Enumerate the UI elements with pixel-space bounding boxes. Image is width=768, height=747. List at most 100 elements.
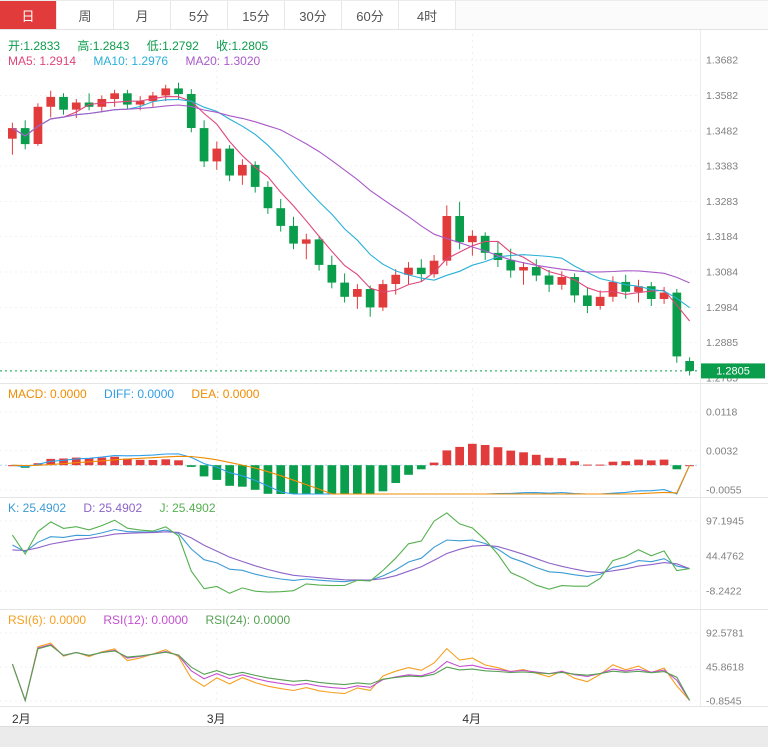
y-tick-label: 1.3283 xyxy=(706,196,738,208)
rsi6-line xyxy=(11,642,691,703)
macd-histogram-bar xyxy=(199,465,209,477)
y-tick-label: -0.8545 xyxy=(706,696,742,708)
macd-histogram-bar xyxy=(621,461,631,466)
y-tick-label: 1.3383 xyxy=(706,161,738,173)
candle-body xyxy=(672,292,682,357)
kdj-chart[interactable]: 97.1945 44.4762 -8.2422 xyxy=(0,498,768,610)
candle-body xyxy=(608,281,618,297)
macd-value: MACD: 0.0000 xyxy=(8,387,87,401)
macd-histogram-bar xyxy=(365,465,375,494)
macd-histogram-bar xyxy=(46,458,56,466)
candle-body xyxy=(174,88,183,95)
ma10-value: MA10: 1.2976 xyxy=(93,54,169,68)
candle-body xyxy=(365,289,375,308)
candle-body xyxy=(416,267,426,275)
macd-histogram-bar xyxy=(468,443,477,466)
tab-month[interactable]: 月 xyxy=(114,1,171,29)
rsi12-line xyxy=(11,643,691,703)
candle-body xyxy=(506,259,516,271)
macd-histogram-bar xyxy=(327,465,337,494)
candle-body xyxy=(263,186,273,209)
y-tick-label: 1.2885 xyxy=(706,337,738,349)
macd-histogram-bar xyxy=(595,464,605,466)
ma-info: MA5: 1.2914 MA10: 1.2976 MA20: 1.3020 xyxy=(8,54,274,68)
candle-body xyxy=(123,93,132,105)
candlestick-chart[interactable]: 1.3682 1.3582 1.3482 1.3383 1.3283 1.3184 1.30… xyxy=(0,30,768,383)
tab-30min[interactable]: 30分 xyxy=(285,1,342,29)
macd-histogram-bar xyxy=(506,450,516,466)
current-price-label: 1.2805 xyxy=(716,365,750,377)
period-tabbar: 日 周 月 5分 15分 30分 60分 4时 xyxy=(0,0,768,30)
candle-body xyxy=(353,289,362,297)
macd-histogram-bar xyxy=(71,457,81,466)
rsi-panel: 92.5781 45.8618 -0.8545 RSI(6): 0.0000 RSI… xyxy=(0,609,768,707)
macd-histogram-bar xyxy=(557,458,567,466)
diff-value: DIFF: 0.0000 xyxy=(104,387,175,401)
candle-body xyxy=(404,267,413,275)
x-axis: 2月 3月 4月 xyxy=(0,706,768,726)
y-tick-label: -0.0055 xyxy=(706,485,742,497)
rsi12-value: RSI(12): 0.0000 xyxy=(103,613,189,627)
k-value: K: 25.4902 xyxy=(8,501,67,515)
macd-histogram-bar xyxy=(314,465,324,494)
y-tick-label: 44.4762 xyxy=(706,550,744,562)
candle-body xyxy=(199,128,209,162)
close-value: 收:1.2805 xyxy=(216,39,269,53)
bottom-scrollbar[interactable] xyxy=(0,726,768,747)
candle-body xyxy=(59,96,68,110)
j-value: J: 25.4902 xyxy=(159,501,216,515)
candle-body xyxy=(595,296,605,306)
tab-60min[interactable]: 60分 xyxy=(342,1,399,29)
macd-panel: 0.0118 0.0032 -0.0055 MACD: 0.0000 DIFF: 0… xyxy=(0,383,768,497)
macd-histogram-bar xyxy=(659,459,669,466)
rsi-chart[interactable]: 92.5781 45.8618 -0.8545 xyxy=(0,610,768,707)
k-line xyxy=(12,528,690,583)
candle-body xyxy=(212,148,222,162)
candle-body xyxy=(225,148,234,176)
y-tick-label: 0.0032 xyxy=(706,445,738,457)
tab-week[interactable]: 周 xyxy=(57,1,114,29)
macd-histogram-bar xyxy=(608,461,618,466)
macd-histogram-bar xyxy=(301,465,311,494)
macd-histogram-bar xyxy=(646,460,656,466)
tab-4hour[interactable]: 4时 xyxy=(399,1,456,29)
y-tick-label: 1.2984 xyxy=(706,302,738,314)
candle-body xyxy=(8,128,17,139)
candle-body xyxy=(378,284,388,308)
candle-body xyxy=(250,164,260,187)
y-tick-label: 1.3582 xyxy=(706,90,738,102)
candle-body xyxy=(570,277,579,296)
macd-histogram-bar xyxy=(570,461,579,466)
macd-histogram-bar xyxy=(416,465,426,470)
month-label-mar: 3月 xyxy=(206,712,226,726)
ohlc-info: 开:1.2833 高:1.2843 低:1.2792 收:1.2805 xyxy=(8,37,282,54)
y-tick-label: 97.1945 xyxy=(706,516,744,528)
macd-histogram-bar xyxy=(174,460,183,466)
macd-histogram-bar xyxy=(59,458,68,466)
macd-histogram-bar xyxy=(480,445,490,466)
macd-histogram-bar xyxy=(250,465,260,490)
tab-5min[interactable]: 5分 xyxy=(171,1,228,29)
macd-histogram-bar xyxy=(391,465,401,483)
macd-chart[interactable]: 0.0118 0.0032 -0.0055 xyxy=(0,384,768,498)
macd-histogram-bar xyxy=(583,464,592,466)
tab-day[interactable]: 日 xyxy=(0,1,57,29)
y-tick-label: 1.3084 xyxy=(706,267,738,279)
candle-body xyxy=(468,235,477,243)
y-tick-label: 1.3482 xyxy=(706,125,738,137)
candle-body xyxy=(480,235,490,253)
macd-histogram-bar xyxy=(340,465,349,494)
candle-body xyxy=(531,267,541,276)
month-label-apr: 4月 xyxy=(462,712,482,726)
macd-histogram-bar xyxy=(135,459,145,466)
macd-histogram-bar xyxy=(161,459,171,466)
macd-histogram-bar xyxy=(531,454,541,466)
candle-body xyxy=(238,164,247,176)
macd-histogram-bar xyxy=(634,459,643,466)
candle-body xyxy=(455,216,464,243)
candle-body xyxy=(646,286,656,299)
tab-15min[interactable]: 15分 xyxy=(228,1,285,29)
candle-body xyxy=(110,93,119,99)
macd-histogram-bar xyxy=(442,450,452,466)
kdj-panel: 97.1945 44.4762 -8.2422 K: 25.4902 D: 25.4… xyxy=(0,497,768,609)
